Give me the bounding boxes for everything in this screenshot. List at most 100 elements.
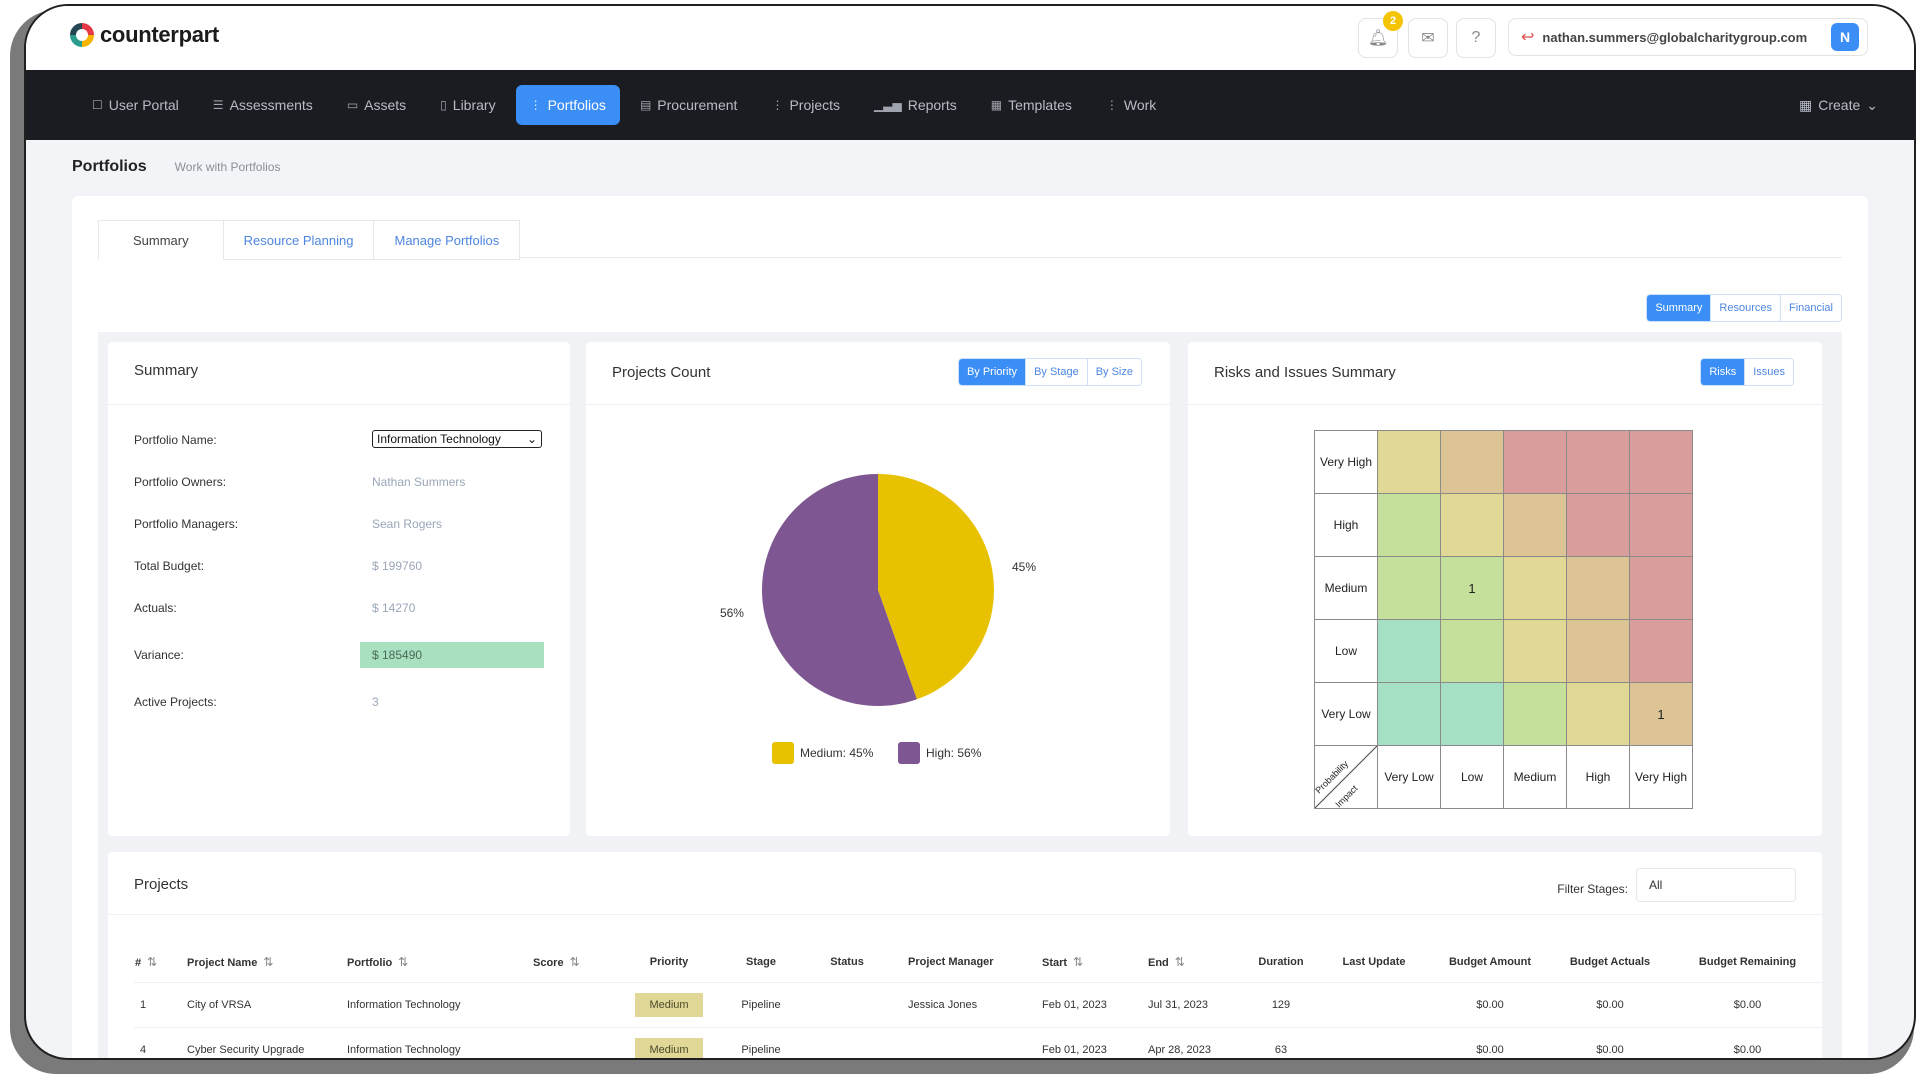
- col-label: Score: [533, 957, 564, 969]
- risk-cell[interactable]: [1629, 430, 1693, 494]
- risk-cell[interactable]: [1440, 493, 1504, 557]
- row-num: 1: [134, 982, 186, 1028]
- create-menu[interactable]: ▦ Create ⌄: [1799, 85, 1878, 125]
- nav-library[interactable]: ▯ Library: [426, 85, 509, 125]
- avatar[interactable]: N: [1831, 23, 1859, 51]
- view-resources-button[interactable]: Resources: [1710, 295, 1780, 321]
- nav-procurement[interactable]: ▤ Procurement: [626, 85, 752, 125]
- col-project-name[interactable]: Project Name ⇅: [186, 942, 346, 983]
- risk-cell[interactable]: [1440, 619, 1504, 683]
- procurement-icon: ▤: [639, 98, 652, 112]
- panel-divider: [586, 404, 1170, 405]
- nav-projects[interactable]: ⋮ Projects: [757, 85, 854, 125]
- logo-icon: [70, 23, 94, 47]
- notifications-button[interactable]: 🔔︎ 2: [1358, 11, 1403, 58]
- table-row[interactable]: 4 Cyber Security Upgrade Information Techn…: [134, 1027, 1824, 1058]
- panel-divider: [1188, 404, 1822, 405]
- risk-cell[interactable]: [1503, 556, 1567, 620]
- table-row[interactable]: 1 City of VRSA Information Technology Mediu…: [134, 982, 1824, 1028]
- col-budget-actuals: Budget Actuals: [1549, 942, 1671, 983]
- tab-resource-planning[interactable]: Resource Planning: [222, 220, 375, 260]
- risk-cell[interactable]: [1629, 556, 1693, 620]
- row-budget-remaining: $0.00: [1671, 982, 1824, 1028]
- risk-cell[interactable]: [1566, 493, 1630, 557]
- risks-button[interactable]: Risks: [1701, 359, 1745, 385]
- risk-cell[interactable]: 1: [1440, 556, 1504, 620]
- view-financial-button[interactable]: Financial: [1779, 295, 1841, 321]
- filter-stages-select[interactable]: All: [1636, 868, 1796, 902]
- risk-cell[interactable]: [1377, 493, 1441, 557]
- by-size-button[interactable]: By Size: [1086, 359, 1141, 385]
- nav-reports[interactable]: ▁▃▅ Reports: [860, 85, 971, 125]
- by-stage-button[interactable]: By Stage: [1025, 359, 1087, 385]
- risk-cell[interactable]: [1440, 682, 1504, 746]
- tab-summary[interactable]: Summary: [98, 220, 224, 260]
- nav-assessments[interactable]: ☰ Assessments: [199, 85, 327, 125]
- project-name-link[interactable]: Cyber Security Upgrade: [186, 1027, 346, 1058]
- risk-cell[interactable]: [1377, 430, 1441, 494]
- nav-user-portal[interactable]: ☐ User Portal: [78, 85, 193, 125]
- risk-cell[interactable]: [1503, 493, 1567, 557]
- pie-slice-high[interactable]: [761, 474, 917, 706]
- row-end: Apr 28, 2023: [1147, 1027, 1245, 1058]
- page-header: Portfolios Work with Portfolios: [72, 158, 280, 176]
- risk-cell[interactable]: [1566, 556, 1630, 620]
- risk-cell[interactable]: [1503, 682, 1567, 746]
- panel-divider: [108, 914, 1822, 915]
- actuals-value: $ 14270: [372, 601, 416, 615]
- templates-icon: ▦: [990, 98, 1003, 112]
- risk-matrix-row: Medium 1: [1314, 556, 1693, 620]
- risk-cell[interactable]: [1377, 619, 1441, 683]
- risk-cell[interactable]: [1566, 430, 1630, 494]
- create-label: Create: [1818, 97, 1861, 113]
- col-last-update: Last Update: [1317, 942, 1431, 983]
- col-portfolio[interactable]: Portfolio ⇅: [346, 942, 532, 983]
- issues-button[interactable]: Issues: [1744, 359, 1793, 385]
- logo[interactable]: counterpart: [70, 22, 219, 48]
- risk-matrix-row: High: [1314, 493, 1693, 557]
- messages-button[interactable]: ✉: [1408, 18, 1448, 58]
- risk-cell[interactable]: [1377, 682, 1441, 746]
- risk-cell[interactable]: [1629, 619, 1693, 683]
- nav-assets[interactable]: ▭ Assets: [333, 85, 420, 125]
- col-num[interactable]: # ⇅: [134, 942, 186, 983]
- by-priority-button[interactable]: By Priority: [958, 359, 1026, 385]
- summary-title: Summary: [134, 362, 199, 379]
- nav-label: Library: [452, 97, 496, 113]
- col-stage: Stage: [716, 942, 806, 983]
- row-status: [806, 1027, 888, 1058]
- risk-cell[interactable]: [1440, 430, 1504, 494]
- project-name-link[interactable]: City of VRSA: [186, 982, 346, 1028]
- probability-label: Very Low: [1314, 682, 1378, 746]
- user-menu[interactable]: ↩ nathan.summers@globalcharitygroup.com …: [1508, 18, 1868, 56]
- assessments-icon: ☰: [212, 98, 224, 112]
- return-icon: ↩: [1521, 29, 1535, 46]
- legend-swatch-medium: [772, 742, 794, 764]
- legend-high: High: 56%: [898, 742, 981, 764]
- pie-slice-medium[interactable]: [878, 474, 994, 700]
- priority-badge: Medium: [635, 993, 703, 1017]
- risk-cell[interactable]: [1503, 619, 1567, 683]
- projects-count-title: Projects Count: [612, 364, 711, 381]
- col-score[interactable]: Score ⇅: [532, 942, 622, 983]
- portfolio-select[interactable]: Information Technology ⌄: [372, 430, 542, 448]
- nav-portfolios[interactable]: ⋮ Portfolios: [515, 85, 620, 125]
- row-portfolio: Information Technology: [346, 982, 532, 1028]
- risk-cell[interactable]: 1: [1629, 682, 1693, 746]
- col-start[interactable]: Start ⇅: [1041, 942, 1147, 983]
- col-end[interactable]: End ⇅: [1147, 942, 1245, 983]
- risks-panel: Risks and Issues Summary Risks Issues Ve…: [1188, 342, 1822, 836]
- main-card: Summary Resource Planning Manage Portfol…: [72, 196, 1868, 1058]
- help-button[interactable]: ?: [1456, 18, 1496, 58]
- nav-templates[interactable]: ▦ Templates: [977, 85, 1086, 125]
- risk-cell[interactable]: [1566, 682, 1630, 746]
- risk-cell[interactable]: [1503, 430, 1567, 494]
- tab-manage-portfolios[interactable]: Manage Portfolios: [373, 220, 521, 260]
- nav-work[interactable]: ⋮ Work: [1092, 85, 1170, 125]
- view-summary-button[interactable]: Summary: [1647, 295, 1711, 321]
- risk-cell[interactable]: [1377, 556, 1441, 620]
- impact-label: Low: [1440, 745, 1504, 809]
- risk-cell[interactable]: [1566, 619, 1630, 683]
- risk-cell[interactable]: [1629, 493, 1693, 557]
- nav-label: Reports: [907, 97, 957, 113]
